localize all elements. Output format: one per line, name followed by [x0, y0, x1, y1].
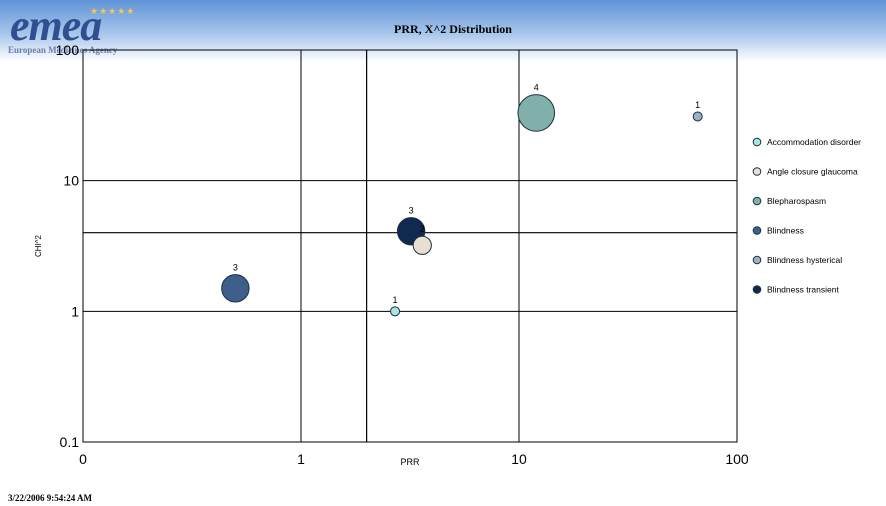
- bubble-point: [221, 274, 250, 303]
- x-axis-label: PRR: [400, 457, 420, 467]
- y-tick-label: 10: [63, 173, 79, 189]
- y-tick-label: 100: [56, 42, 80, 58]
- bubble-point: [692, 111, 703, 122]
- plot-frame: [82, 49, 738, 443]
- legend-label: Accommodation disorder: [767, 137, 861, 147]
- legend-label: Blindness: [767, 226, 804, 236]
- legend-label: Blindness transient: [767, 285, 839, 295]
- emea-logo: emea ★★★★★ European Medicines Agency: [4, 1, 174, 56]
- legend-marker: [752, 285, 762, 294]
- legend-marker: [752, 255, 762, 265]
- x-tick-label: 1: [297, 451, 305, 467]
- bubble-count-label: 2: [420, 224, 425, 234]
- bubble-count-label: 4: [534, 83, 539, 93]
- report-timestamp: 3/22/2006 9:54:24 AM: [8, 493, 92, 503]
- chart-title: PRR, X^2 Distribution: [394, 22, 512, 36]
- bubble-count-label: 3: [409, 206, 414, 216]
- logo-stars: ★★★★★: [90, 6, 136, 16]
- x-tick-label: 0: [79, 451, 87, 467]
- header-band: [0, 0, 886, 62]
- x-tick-label: 100: [725, 451, 749, 467]
- legend-label: Angle closure glaucoma: [767, 167, 858, 177]
- legend-marker: [752, 137, 762, 147]
- y-tick-label: 1: [71, 303, 79, 319]
- bubble-count-label: 1: [695, 100, 700, 110]
- legend-label: Blindness hysterical: [767, 255, 842, 265]
- logo-agency-name: European Medicines Agency: [8, 45, 118, 55]
- legend-marker: [752, 196, 762, 206]
- bubble-count-label: 1: [393, 295, 398, 305]
- bubble-count-label: 3: [233, 263, 238, 273]
- bubble-point: [517, 94, 556, 132]
- bubble-point: [412, 235, 432, 255]
- logo-wordmark: emea: [10, 1, 102, 50]
- y-tick-label: 0.1: [60, 434, 80, 450]
- legend-marker: [752, 226, 762, 235]
- y-axis-label: CHI^2: [34, 234, 43, 257]
- x-tick-label: 10: [511, 451, 527, 467]
- legend-label: Blepharospasm: [767, 196, 826, 206]
- legend-marker: [752, 167, 762, 176]
- bubble-point: [390, 306, 401, 317]
